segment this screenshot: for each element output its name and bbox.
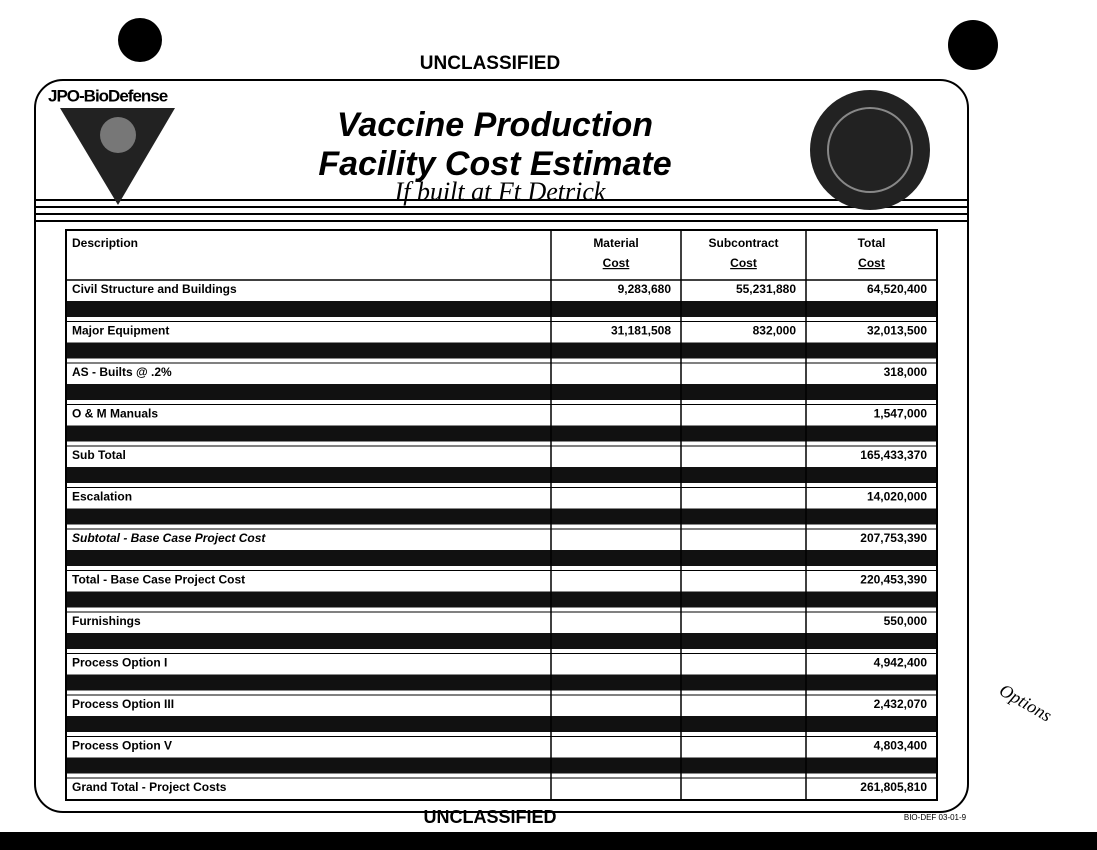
seal-ring	[827, 107, 913, 193]
punch-hole	[118, 18, 162, 62]
redaction	[67, 384, 936, 400]
cost-value: 9,283,680	[618, 282, 672, 296]
redaction	[67, 425, 936, 442]
redaction	[67, 716, 936, 732]
column-header: Material Cost	[593, 236, 638, 270]
row-label: Sub Total	[72, 448, 126, 462]
cost-value: 318,000	[884, 365, 928, 379]
redaction	[67, 550, 936, 566]
redaction	[67, 508, 936, 525]
cost-value: 2,432,070	[874, 697, 928, 711]
header-rules	[36, 199, 967, 222]
row-label: Escalation	[72, 490, 132, 504]
row-label: Process Option III	[72, 697, 174, 711]
row-label: Grand Total - Project Costs	[72, 780, 227, 794]
cost-value: 14,020,000	[867, 490, 927, 504]
title: Facility Cost Estimate	[318, 145, 671, 183]
title: Vaccine Production	[337, 106, 653, 144]
cost-value: 261,805,810	[860, 780, 927, 794]
row-label: O & M Manuals	[72, 407, 158, 421]
redaction	[67, 301, 936, 317]
cost-value: 31,181,508	[611, 324, 671, 338]
redaction	[67, 591, 936, 608]
column-header: Total Cost	[858, 236, 886, 270]
cost-value: 4,803,400	[874, 739, 928, 753]
logo-triangle	[60, 108, 175, 205]
row-label: Civil Structure and Buildings	[72, 282, 237, 296]
cost-value: 165,433,370	[860, 448, 927, 462]
doc-id: BIO-DEF 03-01-9	[904, 813, 967, 822]
row-label: Process Option V	[72, 739, 172, 753]
cost-value: 207,753,390	[860, 531, 927, 545]
logo-emblem	[100, 117, 136, 153]
cost-value: 1,547,000	[874, 407, 928, 421]
row-label: AS - Builts @ .2%	[72, 365, 172, 379]
classification: UNCLASSIFIED	[423, 807, 556, 827]
cost-value: 64,520,400	[867, 282, 927, 296]
column-header: Subcontract Cost	[708, 236, 778, 270]
frame	[34, 79, 969, 813]
row-label: Major Equipment	[72, 324, 169, 338]
column-header: Description	[72, 236, 138, 250]
redaction	[67, 342, 936, 359]
punch-hole	[948, 20, 998, 70]
scan-edge	[0, 832, 1097, 850]
handwritten-note: If built at Ft Detrick	[394, 177, 606, 206]
cost-value: 4,942,400	[874, 656, 928, 670]
cost-value: 550,000	[884, 614, 928, 628]
redaction	[67, 674, 936, 691]
row-label: Furnishings	[72, 614, 141, 628]
cost-value: 832,000	[753, 324, 797, 338]
row-label: Subtotal - Base Case Project Cost	[72, 531, 266, 545]
redaction	[67, 757, 936, 774]
row-label: Total - Base Case Project Cost	[72, 573, 245, 587]
table-border	[65, 229, 938, 801]
cost-value: 32,013,500	[867, 324, 927, 338]
logo-text: JPO-BioDefense	[48, 86, 168, 105]
redaction	[67, 633, 936, 649]
classification: UNCLASSIFIED	[420, 53, 560, 74]
cost-value: 55,231,880	[736, 282, 796, 296]
row-label: Process Option I	[72, 656, 167, 670]
cost-value: 220,453,390	[860, 573, 927, 587]
cost-table: Description Material Cost Subcontract Cost To…	[65, 229, 938, 801]
redaction	[67, 467, 936, 483]
